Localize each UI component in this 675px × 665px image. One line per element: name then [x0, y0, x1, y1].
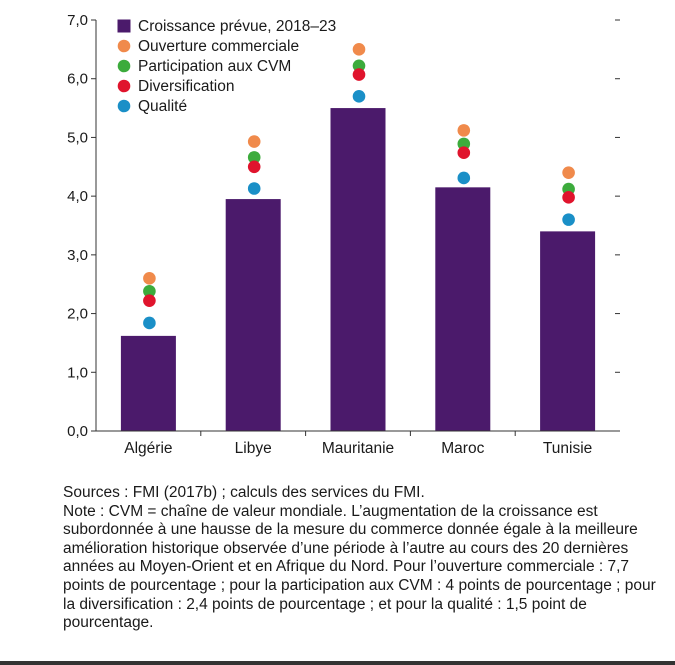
legend: Croissance prévue, 2018–23 Ouverture comm…	[117, 18, 336, 115]
legend-swatch	[117, 99, 131, 113]
data-point	[352, 90, 366, 103]
x-tick-label: Algérie	[124, 440, 172, 457]
bar	[330, 108, 386, 432]
y-tick-label: 4,0	[67, 188, 88, 205]
data-point	[247, 182, 261, 195]
y-tick-label: 7,0	[67, 12, 88, 29]
y-axis: 0,0 1,0 2,0 3,0 4,0 5,0 6,0 7,0	[67, 12, 620, 440]
data-point	[352, 59, 366, 73]
y-tick-label: 3,0	[67, 247, 88, 264]
y-tick-label: 0,0	[67, 423, 88, 440]
legend-label: Participation aux CVM	[138, 58, 291, 75]
note-text: Note : CVM = chaîne de valeur mondiale. …	[63, 502, 656, 632]
data-point	[457, 171, 471, 185]
points	[143, 43, 575, 330]
data-point	[457, 146, 471, 159]
bar	[120, 335, 176, 431]
data-point	[143, 272, 156, 285]
data-point	[143, 316, 156, 330]
x-tick-label: Libye	[235, 440, 272, 457]
legend-swatch	[117, 19, 131, 33]
y-tick-label: 6,0	[67, 71, 88, 88]
legend-label: Qualité	[138, 98, 187, 115]
x-tick-label: Mauritanie	[322, 440, 394, 457]
y-tick-label: 1,0	[67, 364, 88, 381]
bar	[225, 199, 281, 431]
data-point	[457, 124, 471, 137]
x-axis: Algérie Libye Mauritanie Maroc Tunisie	[96, 430, 620, 457]
bar-chart: 0,0 1,0 2,0 3,0 4,0 5,0 6,0 7,0 Algérie Libye Mau…	[67, 12, 620, 457]
data-point	[352, 43, 366, 56]
bar	[540, 231, 596, 431]
data-point	[143, 284, 156, 298]
data-point	[247, 151, 261, 164]
data-point	[247, 160, 261, 174]
chart-notes: Sources : FMI (2017b) ; calculs des serv…	[63, 484, 663, 633]
legend-swatch	[117, 39, 131, 53]
data-point	[352, 68, 366, 81]
x-tick-label: Tunisie	[543, 440, 592, 457]
data-point	[562, 213, 575, 226]
data-point	[247, 135, 261, 148]
legend-label: Ouverture commerciale	[138, 38, 299, 55]
x-tick-label: Maroc	[441, 440, 484, 457]
y-tick-label: 2,0	[67, 306, 88, 323]
legend-label: Croissance prévue, 2018–23	[138, 18, 336, 35]
y-tick-label: 5,0	[67, 129, 88, 146]
data-point	[143, 294, 156, 307]
bar	[435, 187, 491, 431]
data-point	[562, 166, 575, 179]
bottom-divider	[0, 661, 675, 665]
bars	[120, 108, 596, 432]
sources-text: Sources : FMI (2017b) ; calculs des serv…	[63, 484, 425, 501]
data-point	[457, 137, 471, 151]
legend-swatch	[117, 59, 131, 73]
legend-label: Diversification	[138, 78, 234, 95]
data-point	[562, 191, 575, 204]
legend-swatch	[117, 79, 131, 93]
